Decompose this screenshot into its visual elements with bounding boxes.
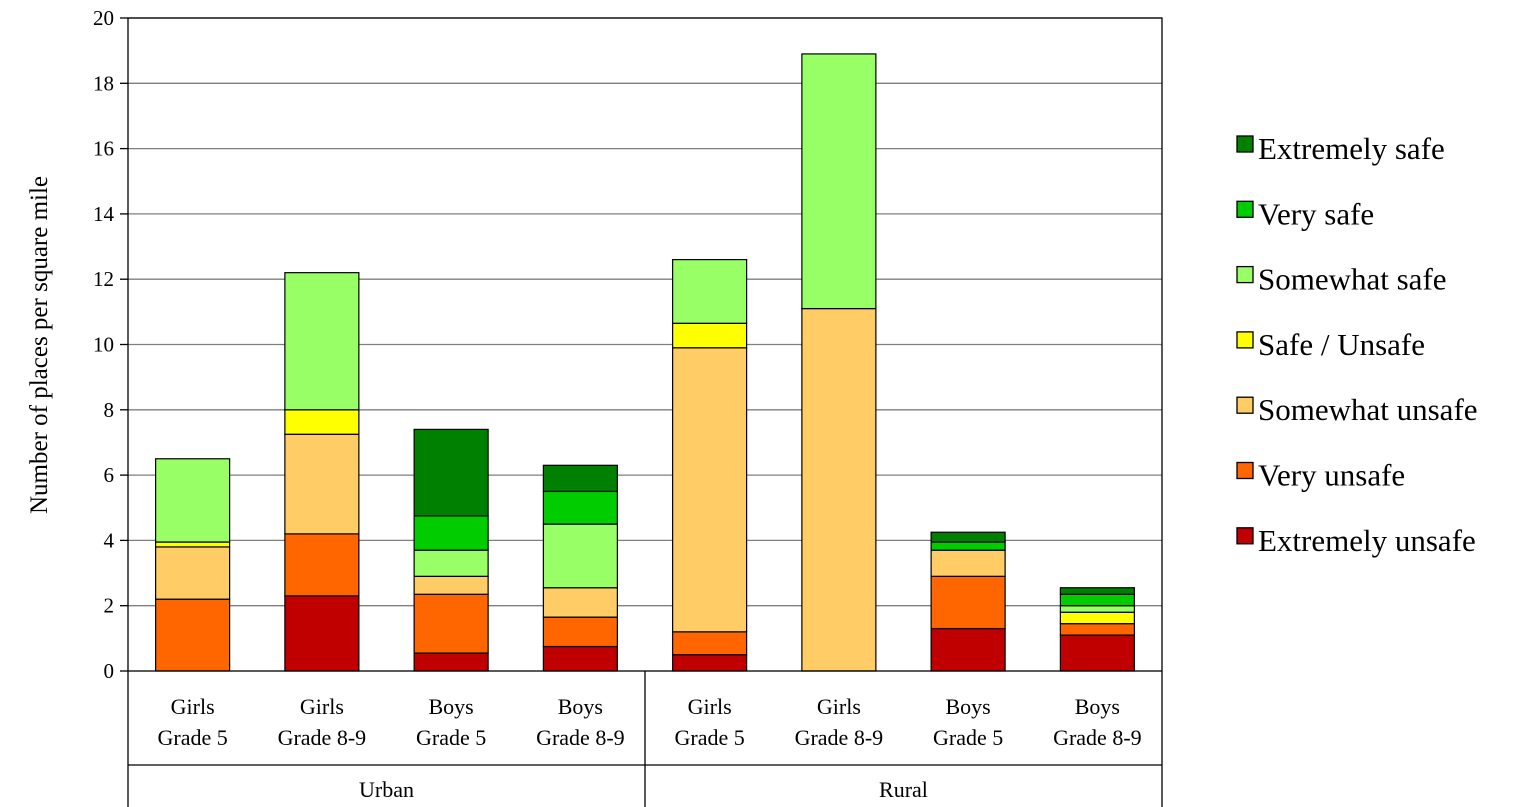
x-axis-labels: Girls Grade 5 Girls Grade 8-9 Boys Grade 5 Boy… [158,694,1142,802]
bar-segment-extremely-safe [1059,587,1135,595]
legend-label: Somewhat unsafe [1258,392,1478,427]
y-tick-label: 4 [104,528,115,552]
y-tick-label: 16 [93,137,114,161]
x-category-sublabel: Grade 8-9 [795,725,884,750]
bar-segment-somewhat-safe [413,549,489,577]
x-category-sublabel: Grade 8-9 [536,725,625,750]
legend-swatch [1236,135,1254,153]
bar-segment-extremely-unsafe [413,652,489,672]
bar-segment-very-safe [542,490,618,525]
bar-segment-safe-unsafe [155,541,231,548]
bar-segment-very-safe [1059,593,1135,607]
bar-segment-extremely-safe [542,464,618,493]
axes [120,17,1163,807]
bar-segment-somewhat-safe [284,272,360,411]
y-tick-label: 0 [104,659,115,683]
legend-swatch [1236,200,1254,218]
y-tick-label: 18 [93,71,114,95]
x-category-label: Boys [558,694,603,719]
y-tick-label: 6 [104,463,115,487]
legend: Extremely safe Very safe Somewhat safe Safe… [1236,131,1478,558]
bar-segment-extremely-safe [930,531,1006,543]
bar-segment-extremely-unsafe [930,627,1006,672]
bar-segment-somewhat-safe [801,53,877,310]
legend-swatch [1236,331,1254,349]
legend-swatch [1236,265,1254,284]
x-category-sublabel: Grade 5 [933,725,1003,750]
bar-segment-somewhat-safe [155,458,231,543]
bar-segment-very-unsafe [284,533,360,597]
x-category-label: Boys [429,694,474,719]
x-category-sublabel: Grade 8-9 [1053,725,1142,750]
x-category-label: Girls [817,694,861,719]
y-tick-label: 12 [93,267,114,291]
bar-segment-extremely-unsafe [1059,634,1135,672]
bar-segment-somewhat-safe [672,259,748,324]
legend-swatch [1236,461,1254,480]
x-group-label: Urban [359,777,414,802]
y-tick-label: 14 [93,202,115,226]
x-category-label: Girls [171,694,215,719]
bar-segment-very-safe [413,515,489,551]
legend-swatch [1236,527,1254,545]
x-category-label: Boys [1075,694,1120,719]
bar-segment-very-unsafe [1059,623,1135,636]
bar-segment-very-unsafe [672,631,748,656]
bar-segment-very-unsafe [413,593,489,654]
x-group-label: Rural [879,777,928,802]
y-tick-labels: 0 2 4 6 8 10 12 14 16 18 20 [93,6,115,683]
y-tick-label: 20 [93,6,114,30]
y-tick-label: 2 [104,594,115,618]
gridlines [128,17,1162,607]
legend-swatch [1236,396,1254,414]
x-category-label: Girls [688,694,732,719]
y-axis-label: Number of places per square mile [26,176,53,514]
bar-segment-safe-unsafe [672,322,748,349]
bar-segment-very-unsafe [155,598,231,672]
x-category-sublabel: Grade 5 [158,725,228,750]
bar-segment-extremely-unsafe [672,654,748,672]
legend-label: Extremely unsafe [1258,523,1476,558]
legend-label: Safe / Unsafe [1258,327,1425,362]
x-category-label: Girls [300,694,344,719]
bar-segment-very-unsafe [542,616,618,648]
legend-label: Extremely safe [1258,131,1445,166]
bar-segment-somewhat-safe [542,523,618,589]
legend-label: Very safe [1258,196,1374,231]
x-category-sublabel: Grade 5 [675,725,745,750]
legend-label: Very unsafe [1258,458,1405,493]
x-category-sublabel: Grade 5 [416,725,486,750]
bar-segment-somewhat-unsafe [801,307,877,672]
bar-segment-very-unsafe [930,575,1006,630]
bar-segment-very-safe [930,541,1006,551]
bar-segment-extremely-safe [413,428,489,517]
bars [155,53,1135,672]
bar-segment-somewhat-unsafe [672,347,748,633]
bar-segment-somewhat-unsafe [413,575,489,595]
x-category-label: Boys [946,694,991,719]
legend-label: Somewhat safe [1258,262,1447,297]
bar-segment-extremely-unsafe [284,595,360,672]
bar-segment-safe-unsafe [284,409,360,435]
y-tick-label: 10 [93,333,114,357]
bar-segment-safe-unsafe [1059,611,1135,625]
bar-segment-somewhat-unsafe [930,549,1006,577]
bar-segment-extremely-unsafe [542,645,618,672]
bar-segment-somewhat-unsafe [155,546,231,600]
bar-segment-somewhat-safe [1059,605,1135,613]
x-category-sublabel: Grade 8-9 [278,725,367,750]
bar-segment-somewhat-unsafe [542,587,618,618]
y-tick-label: 8 [104,398,115,422]
bar-segment-somewhat-unsafe [284,433,360,535]
